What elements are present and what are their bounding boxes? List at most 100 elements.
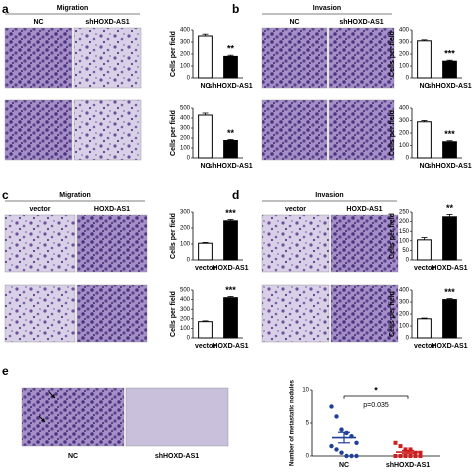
y-tick-label: 0 xyxy=(187,336,191,342)
dot xyxy=(344,430,349,436)
dot xyxy=(334,447,339,452)
y-tick-label: 400 xyxy=(180,116,191,122)
y-tick-label: 0 xyxy=(406,258,410,264)
dot xyxy=(408,447,413,452)
bar xyxy=(417,121,432,159)
x-tick-label: HOXD-AS1 xyxy=(212,343,248,350)
y-tick-label: 200 xyxy=(180,52,191,58)
micrograph xyxy=(4,284,76,343)
p-value: p=0.035 xyxy=(363,402,389,409)
image-label: vector xyxy=(285,206,306,213)
y-tick-label: 0 xyxy=(187,156,191,162)
y-tick-label: 100 xyxy=(399,324,410,330)
significance: * xyxy=(374,385,378,395)
micrograph xyxy=(4,99,73,161)
y-tick-label: 300 xyxy=(180,40,191,46)
bar xyxy=(223,220,238,261)
dot xyxy=(418,450,423,455)
dot xyxy=(354,440,359,445)
y-tick-label: 150 xyxy=(399,229,410,235)
y-tick-label: 0 xyxy=(187,76,191,82)
micrograph xyxy=(73,99,142,161)
y-tick-label: 300 xyxy=(180,210,191,216)
significance: *** xyxy=(225,208,236,218)
bar xyxy=(417,318,432,339)
panel-letter: c xyxy=(2,188,9,202)
micrograph xyxy=(328,27,395,89)
dot xyxy=(408,454,413,458)
image-label: vector xyxy=(29,206,50,213)
bar xyxy=(198,35,213,79)
micrograph xyxy=(261,27,328,89)
x-tick-label: vector xyxy=(195,265,216,272)
y-tick-label: 0 xyxy=(306,454,310,460)
y-tick-label: 200 xyxy=(399,52,410,58)
y-tick-label: 5 xyxy=(306,421,310,427)
dot xyxy=(398,454,403,458)
significance: *** xyxy=(225,285,236,295)
significance: ** xyxy=(227,44,235,54)
y-tick-label: 300 xyxy=(180,126,191,132)
y-axis-label: Cells per field xyxy=(170,213,177,259)
bar xyxy=(417,40,432,79)
y-tick-label: 10 xyxy=(302,388,309,394)
y-tick-label: 100 xyxy=(180,242,191,248)
dot xyxy=(329,443,334,449)
micrograph xyxy=(21,387,125,447)
y-tick-label: 200 xyxy=(180,316,191,322)
y-tick-label: 50 xyxy=(402,248,409,254)
x-tick-label: NC xyxy=(200,83,210,90)
x-tick-label: vector xyxy=(414,343,435,350)
panel-letter: b xyxy=(232,2,239,16)
y-tick-label: 300 xyxy=(399,118,410,124)
y-tick-label: 0 xyxy=(406,156,410,162)
micrograph xyxy=(73,27,142,89)
y-axis-label: Cells per field xyxy=(389,213,396,259)
y-axis-label: Number of metastatic nodules xyxy=(290,379,296,466)
dot xyxy=(329,404,334,409)
image-label: shHOXD-AS1 xyxy=(155,453,199,460)
y-axis-label: Cells per field xyxy=(170,110,177,156)
image-label: shHOXD-AS1 xyxy=(339,19,383,26)
x-tick-label: shHOXD-AS1 xyxy=(427,163,471,170)
bar xyxy=(223,297,238,339)
y-axis-label: Cells per field xyxy=(389,291,396,337)
y-tick-label: 200 xyxy=(399,219,410,225)
significance: *** xyxy=(444,287,455,297)
image-label: HOXD-AS1 xyxy=(94,206,130,213)
bar xyxy=(442,299,457,339)
dot xyxy=(354,453,359,459)
y-tick-label: 100 xyxy=(399,238,410,244)
x-tick-label: shHOXD-AS1 xyxy=(208,83,252,90)
micrograph xyxy=(330,214,399,273)
dot xyxy=(334,414,339,419)
y-tick-label: 100 xyxy=(399,143,410,149)
y-axis-label: Cells per field xyxy=(170,291,177,337)
bar xyxy=(442,216,457,261)
x-tick-label: shHOXD-AS1 xyxy=(386,462,430,469)
y-tick-label: 400 xyxy=(399,106,410,112)
y-axis-label: Cells per field xyxy=(389,31,396,77)
y-tick-label: 200 xyxy=(180,226,191,232)
panel-title: Migration xyxy=(59,192,91,199)
image-label: NC xyxy=(33,19,43,26)
micrograph xyxy=(261,214,330,273)
y-axis-label: Cells per field xyxy=(170,31,177,77)
micrograph xyxy=(261,284,330,343)
panel-title: Invasion xyxy=(315,192,343,199)
x-tick-label: NC xyxy=(419,163,429,170)
y-tick-label: 0 xyxy=(406,336,410,342)
y-tick-label: 100 xyxy=(180,64,191,70)
y-tick-label: 100 xyxy=(180,146,191,152)
y-tick-label: 100 xyxy=(399,64,410,70)
dot xyxy=(418,454,423,458)
x-tick-label: vector xyxy=(195,343,216,350)
image-label: NC xyxy=(289,19,299,26)
arrow-head xyxy=(41,418,45,422)
micrograph xyxy=(4,214,76,273)
micrograph xyxy=(125,387,229,447)
x-tick-label: shHOXD-AS1 xyxy=(208,163,252,170)
dot xyxy=(393,440,398,445)
arrow-head xyxy=(51,394,55,398)
